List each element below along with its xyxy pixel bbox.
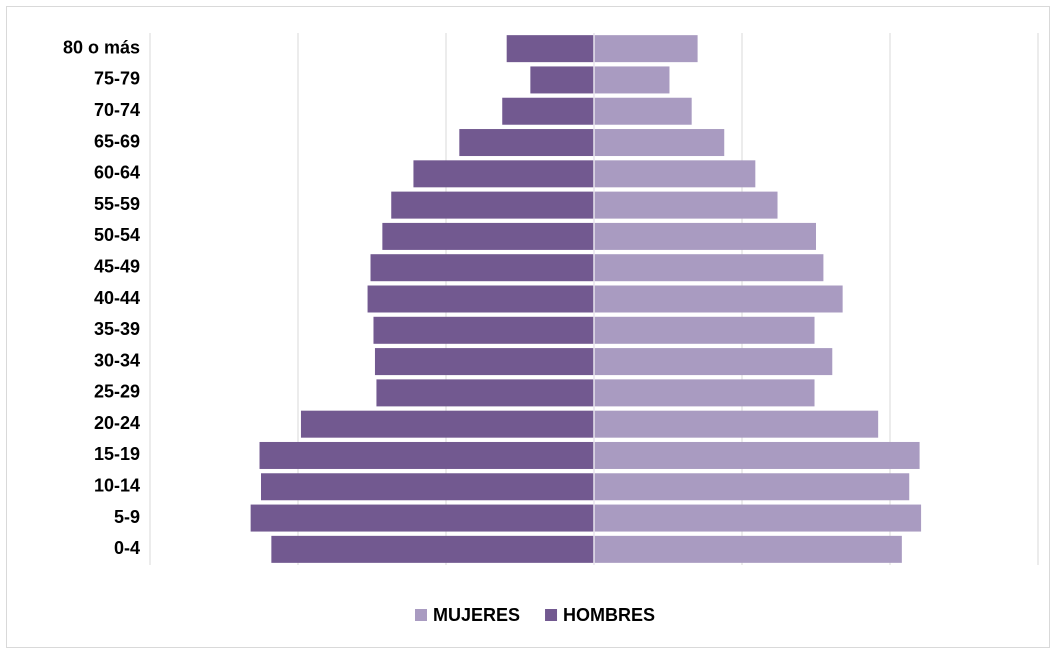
- bar: [594, 66, 670, 94]
- y-tick-label: 80 o más: [63, 37, 140, 57]
- y-tick-label: 50-54: [94, 225, 140, 245]
- y-tick-label: 20-24: [94, 413, 140, 433]
- bar: [373, 316, 594, 344]
- y-tick-label: 45-49: [94, 256, 140, 276]
- y-tick-label: 70-74: [94, 100, 140, 120]
- bar: [506, 35, 594, 63]
- bar: [502, 97, 594, 125]
- y-tick-label: 65-69: [94, 131, 140, 151]
- bar: [594, 222, 816, 250]
- bar: [382, 222, 594, 250]
- legend-swatch: [415, 609, 427, 621]
- y-tick-label: 0-4: [114, 538, 140, 558]
- bar: [250, 504, 594, 532]
- bar: [376, 379, 594, 407]
- y-tick-label: 25-29: [94, 382, 140, 402]
- y-tick-label: 40-44: [94, 288, 140, 308]
- bar: [594, 410, 879, 438]
- legend-label: MUJERES: [433, 605, 520, 625]
- legend-label: HOMBRES: [563, 605, 655, 625]
- bar: [370, 254, 594, 282]
- bar: [413, 160, 594, 188]
- y-tick-label: 35-39: [94, 319, 140, 339]
- bar: [594, 379, 815, 407]
- y-tick-label: 75-79: [94, 69, 140, 89]
- bar: [300, 410, 594, 438]
- bar: [594, 254, 824, 282]
- legend-swatch: [545, 609, 558, 621]
- y-tick-label: 10-14: [94, 476, 140, 496]
- y-tick-label: 15-19: [94, 444, 140, 464]
- bar: [594, 160, 756, 188]
- bar: [594, 97, 692, 125]
- bar: [271, 535, 594, 563]
- y-tick-label: 5-9: [114, 507, 140, 527]
- bar: [594, 316, 815, 344]
- bar: [594, 191, 778, 219]
- bar: [259, 441, 594, 469]
- y-tick-label: 60-64: [94, 163, 140, 183]
- bar: [374, 348, 594, 376]
- bar: [261, 473, 594, 501]
- y-tick-label: 30-34: [94, 350, 140, 370]
- bar: [594, 35, 698, 63]
- bar: [594, 504, 922, 532]
- bar: [391, 191, 594, 219]
- bar: [594, 473, 910, 501]
- bar: [594, 129, 725, 157]
- bar: [594, 535, 902, 563]
- y-tick-label: 55-59: [94, 194, 140, 214]
- bar: [530, 66, 594, 94]
- bar: [594, 285, 843, 313]
- bar: [594, 441, 920, 469]
- bar: [367, 285, 594, 313]
- bar: [459, 129, 594, 157]
- bar: [594, 348, 833, 376]
